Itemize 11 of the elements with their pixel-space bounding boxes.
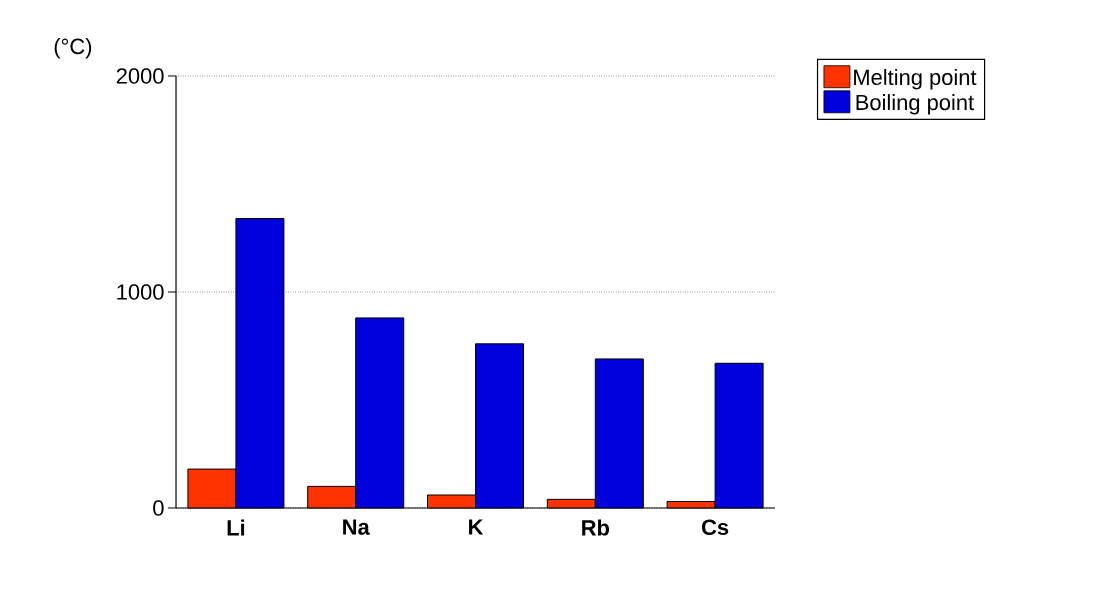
x-tick-label: Li — [227, 519, 245, 536]
x-tick-label: Cs — [702, 519, 729, 536]
legend-label: Boiling point — [856, 94, 974, 115]
x-tick-label: K — [469, 519, 484, 535]
y-tick-label: 1000 — [117, 284, 164, 300]
x-tick-label: Na — [343, 519, 370, 535]
x-tick-label: Rb — [582, 519, 610, 536]
y-tick-label: 0 — [153, 500, 164, 516]
legend-label: Melting point — [854, 69, 977, 90]
y-axis-title: (°C) — [54, 38, 92, 59]
y-tick-label: 2000 — [116, 68, 164, 84]
